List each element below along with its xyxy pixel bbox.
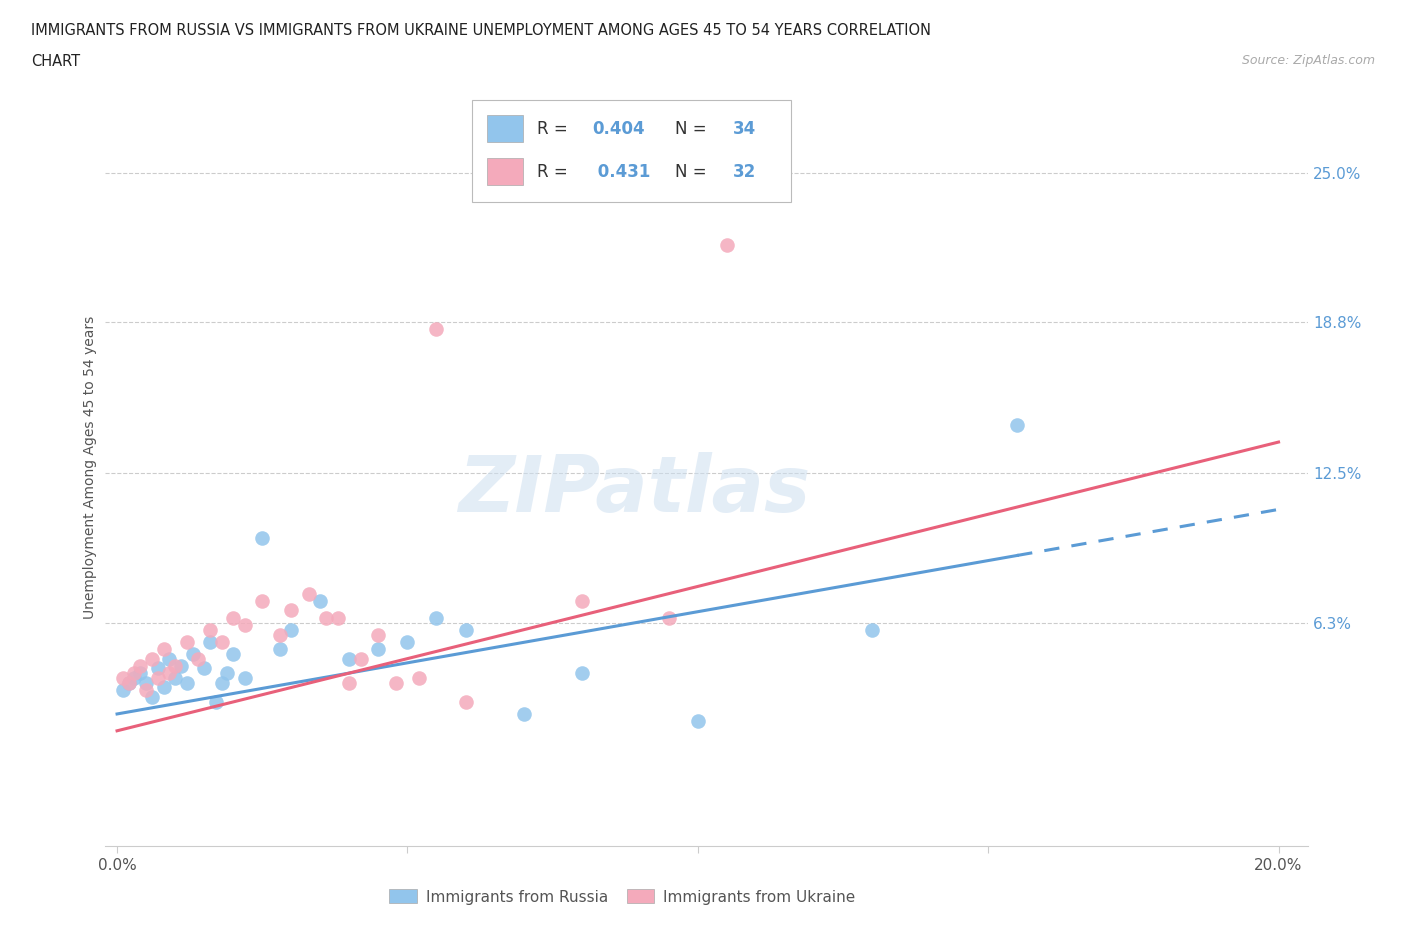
- Point: [326, 610, 349, 625]
- Point: [222, 610, 245, 625]
- Point: [170, 658, 193, 673]
- Point: [298, 586, 321, 601]
- Point: [152, 680, 174, 695]
- Point: [157, 666, 180, 681]
- Point: [269, 627, 291, 642]
- Text: IMMIGRANTS FROM RUSSIA VS IMMIGRANTS FROM UKRAINE UNEMPLOYMENT AMONG AGES 45 TO : IMMIGRANTS FROM RUSSIA VS IMMIGRANTS FRO…: [31, 23, 931, 38]
- Text: ZIPatlas: ZIPatlas: [458, 452, 810, 528]
- Point: [146, 671, 169, 685]
- Point: [146, 661, 169, 676]
- Point: [157, 651, 180, 666]
- Point: [111, 671, 134, 685]
- Point: [425, 322, 447, 337]
- Text: CHART: CHART: [31, 54, 80, 69]
- Point: [141, 690, 163, 705]
- Text: 0.404: 0.404: [592, 120, 645, 138]
- Point: [571, 666, 593, 681]
- Point: [124, 666, 146, 681]
- Point: [111, 683, 134, 698]
- Point: [198, 622, 221, 637]
- Point: [315, 610, 337, 625]
- Y-axis label: Unemployment Among Ages 45 to 54 years: Unemployment Among Ages 45 to 54 years: [83, 315, 97, 619]
- Point: [118, 675, 141, 690]
- Point: [181, 646, 204, 661]
- Point: [367, 642, 389, 657]
- FancyBboxPatch shape: [486, 158, 523, 185]
- Text: N =: N =: [675, 163, 707, 180]
- Legend: Immigrants from Russia, Immigrants from Ukraine: Immigrants from Russia, Immigrants from …: [384, 884, 862, 910]
- Point: [222, 646, 245, 661]
- Point: [252, 593, 274, 608]
- Text: 0.431: 0.431: [592, 163, 651, 180]
- Point: [135, 675, 157, 690]
- Point: [211, 675, 233, 690]
- Point: [269, 642, 291, 657]
- FancyBboxPatch shape: [472, 100, 790, 202]
- Point: [367, 627, 389, 642]
- Point: [385, 675, 408, 690]
- Point: [454, 622, 477, 637]
- Text: R =: R =: [537, 163, 568, 180]
- Text: Source: ZipAtlas.com: Source: ZipAtlas.com: [1241, 54, 1375, 67]
- Point: [309, 593, 332, 608]
- Point: [280, 603, 302, 618]
- Point: [204, 695, 226, 710]
- Point: [165, 671, 187, 685]
- Point: [454, 695, 477, 710]
- Point: [211, 634, 233, 649]
- Point: [129, 658, 152, 673]
- Point: [165, 658, 187, 673]
- Text: 32: 32: [733, 163, 756, 180]
- Point: [396, 634, 419, 649]
- Point: [512, 707, 534, 722]
- Point: [152, 642, 174, 657]
- FancyBboxPatch shape: [486, 115, 523, 142]
- Point: [860, 622, 883, 637]
- Point: [233, 618, 256, 632]
- Point: [198, 634, 221, 649]
- Text: 34: 34: [733, 120, 756, 138]
- Point: [571, 593, 593, 608]
- Point: [658, 610, 681, 625]
- Point: [176, 675, 198, 690]
- Point: [129, 666, 152, 681]
- Point: [408, 671, 430, 685]
- Text: N =: N =: [675, 120, 707, 138]
- Point: [124, 671, 146, 685]
- Point: [193, 661, 215, 676]
- Point: [135, 683, 157, 698]
- Point: [187, 651, 209, 666]
- Point: [252, 531, 274, 546]
- Point: [350, 651, 373, 666]
- Point: [686, 713, 709, 728]
- Point: [233, 671, 256, 685]
- Text: R =: R =: [537, 120, 568, 138]
- Point: [337, 675, 360, 690]
- Point: [118, 675, 141, 690]
- Point: [425, 610, 447, 625]
- Point: [1005, 418, 1028, 432]
- Point: [716, 237, 738, 252]
- Point: [141, 651, 163, 666]
- Point: [217, 666, 239, 681]
- Point: [176, 634, 198, 649]
- Point: [337, 651, 360, 666]
- Point: [280, 622, 302, 637]
